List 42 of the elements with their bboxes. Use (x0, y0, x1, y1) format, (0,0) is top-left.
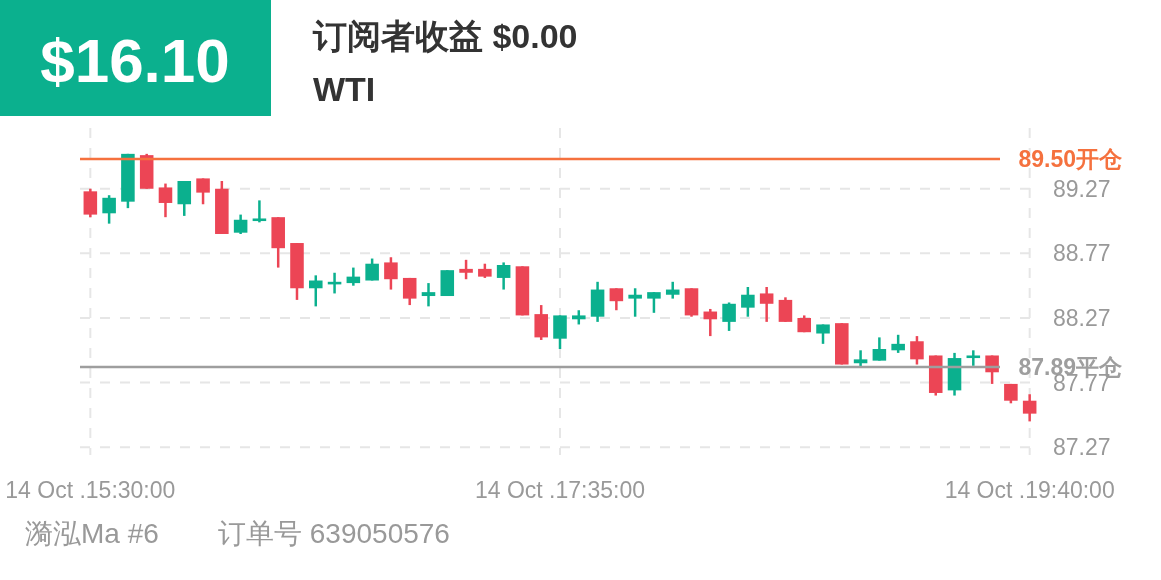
candlestick (459, 258, 473, 281)
chart-subtitle: WTI (313, 70, 376, 108)
y-tick-label: 88.27 (1053, 305, 1111, 331)
candlestick (741, 285, 755, 318)
candlestick (759, 285, 774, 324)
text: $16.10 (40, 26, 230, 95)
candlestick (365, 257, 379, 282)
candlestick (647, 290, 661, 315)
candlestick (421, 281, 436, 308)
x-tick-label: 14 Oct .15:30:00 (5, 477, 176, 503)
candlestick (309, 274, 323, 308)
candlestick (496, 261, 511, 291)
candlestick (196, 177, 210, 206)
chart-title: 订阅者收益 $0.00 (312, 17, 578, 55)
candlestick (402, 276, 417, 307)
candlestick (609, 287, 624, 312)
candlestick (910, 334, 924, 366)
y-tick-label: 88.77 (1053, 240, 1111, 267)
candlestick (628, 287, 642, 318)
x-tick-label: 14 Oct .19:40:00 (944, 477, 1115, 503)
candlestick (966, 349, 981, 368)
candlestick (778, 296, 793, 324)
y-tick-label: 89.27 (1053, 175, 1111, 202)
candlestick (233, 213, 248, 236)
candlestick (891, 333, 905, 355)
candlestick (384, 256, 398, 291)
candlestick (872, 336, 887, 362)
ref-line-label: 89.50开仓 (1018, 146, 1123, 173)
candlestick (252, 199, 267, 224)
candlestick (177, 179, 192, 218)
candlestick (553, 314, 567, 351)
text: 订单号 639050576 (218, 518, 450, 549)
candlestick (534, 303, 548, 342)
candlestick (83, 187, 98, 219)
candlestick (722, 301, 736, 333)
candlestick (158, 182, 173, 219)
y-tick-label: 87.27 (1053, 434, 1111, 461)
candlestick (1022, 393, 1037, 423)
x-tick-label: 14 Oct .17:35:00 (474, 477, 646, 503)
candlestick (816, 323, 830, 346)
text: 漪泓Ma #6 (25, 518, 159, 549)
candlestick (102, 193, 116, 225)
